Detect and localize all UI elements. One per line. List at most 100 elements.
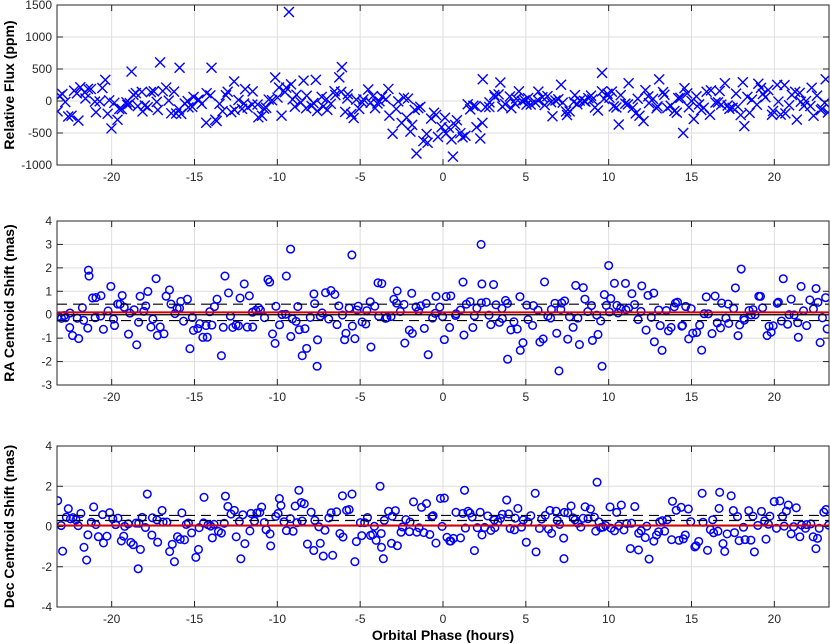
data-point <box>772 298 782 308</box>
data-point <box>223 288 234 298</box>
data-point <box>503 354 513 364</box>
data-point <box>142 101 154 113</box>
data-point <box>681 87 693 99</box>
data-point <box>255 305 265 315</box>
data-point <box>814 523 824 533</box>
data-point <box>615 89 627 101</box>
data-point <box>207 320 217 330</box>
data-point <box>783 500 793 510</box>
data-point <box>720 546 730 556</box>
panel-flux: -20 -15 -10 -5 0 5 10 15 20 -1000 -500 0 500 1000 1500… <box>1 0 830 184</box>
y-tick-label: 2 <box>45 479 52 493</box>
data-point <box>767 105 779 117</box>
data-point <box>808 110 820 122</box>
data-point <box>546 110 558 122</box>
data-point <box>699 309 709 319</box>
data-point <box>658 89 670 101</box>
data-point <box>643 290 653 300</box>
data-point <box>376 528 386 539</box>
data-point <box>467 512 477 522</box>
data-point <box>530 488 540 498</box>
data-point <box>239 279 249 289</box>
data-point <box>196 98 208 110</box>
data-point <box>57 105 64 117</box>
data-point <box>406 119 418 131</box>
x-tick-label: 20 <box>768 612 782 626</box>
data-point <box>596 85 608 97</box>
data-point <box>63 504 73 514</box>
data-point <box>423 350 433 360</box>
data-point <box>488 279 499 290</box>
data-point <box>431 538 441 548</box>
data-point <box>57 496 63 506</box>
data-point <box>246 99 258 111</box>
data-point <box>292 518 302 528</box>
data-point <box>783 319 793 329</box>
data-point <box>218 322 228 332</box>
data-point <box>680 530 690 540</box>
data-point <box>126 537 136 547</box>
data-point <box>276 110 288 122</box>
data-point <box>729 528 740 538</box>
data-point <box>375 481 385 491</box>
y-tick-label: -3 <box>41 378 52 392</box>
data-point <box>425 113 437 125</box>
data-point <box>66 110 78 122</box>
data-point <box>539 99 551 111</box>
data-point <box>441 291 451 302</box>
data-point <box>309 545 319 556</box>
data-point <box>422 137 434 149</box>
data-point <box>476 117 488 129</box>
data-point <box>159 329 169 339</box>
data-point <box>271 301 281 311</box>
data-point <box>356 96 368 108</box>
data-point <box>297 351 307 361</box>
y-tick-label: 500 <box>32 62 52 76</box>
data-point <box>815 338 825 348</box>
data-point <box>477 279 487 289</box>
data-point <box>538 334 548 344</box>
data-point <box>737 76 749 88</box>
data-point <box>560 296 570 306</box>
data-point <box>557 97 569 109</box>
data-point <box>242 322 252 332</box>
data-point <box>459 130 471 142</box>
data-point <box>654 527 664 537</box>
series-dec <box>57 477 829 574</box>
data-point <box>593 329 603 340</box>
data-point <box>209 519 219 529</box>
data-point <box>342 88 354 100</box>
data-point <box>708 515 718 525</box>
data-point <box>657 345 667 355</box>
data-point <box>693 98 705 110</box>
data-point <box>93 532 103 542</box>
data-point <box>672 92 684 104</box>
data-point <box>378 554 388 564</box>
data-point <box>619 98 631 110</box>
data-point <box>353 103 365 115</box>
x-tick-label: -20 <box>103 612 121 626</box>
data-point <box>455 305 465 315</box>
data-point <box>610 102 622 114</box>
data-point <box>91 293 101 303</box>
data-point <box>677 320 688 330</box>
data-point <box>425 529 435 540</box>
data-point <box>641 325 651 335</box>
y-tick-label: 4 <box>45 214 52 228</box>
data-point <box>410 147 422 159</box>
data-point <box>315 538 325 548</box>
data-point <box>132 340 142 350</box>
data-point <box>362 84 374 96</box>
data-point <box>651 102 663 114</box>
x-tick-label: 20 <box>768 390 782 404</box>
data-point <box>370 301 380 311</box>
data-point <box>808 532 818 542</box>
data-point <box>244 291 254 301</box>
data-point <box>476 239 486 249</box>
data-point <box>446 291 456 301</box>
data-point <box>310 74 322 86</box>
data-point <box>102 531 112 541</box>
data-point <box>653 73 665 85</box>
data-point <box>96 82 108 94</box>
data-point <box>796 281 806 291</box>
